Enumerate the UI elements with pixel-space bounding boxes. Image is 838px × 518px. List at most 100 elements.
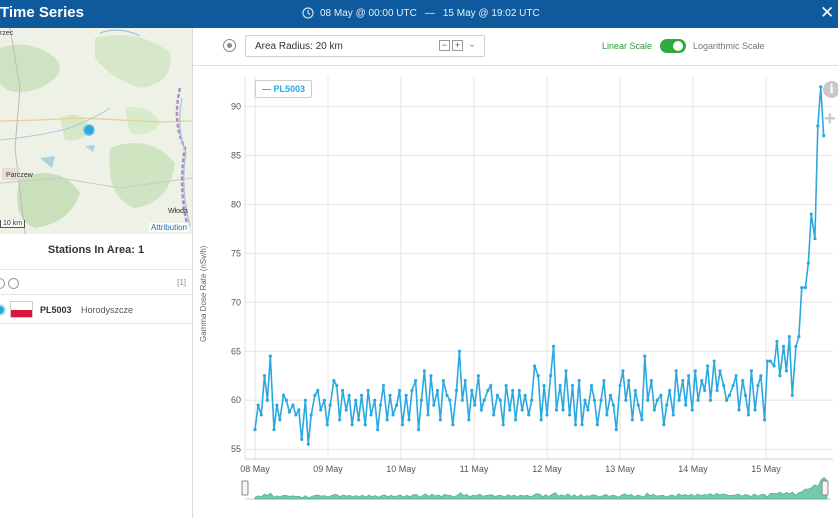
data-point [451, 423, 455, 427]
chevron-down-icon[interactable]: ⌄ [468, 39, 477, 50]
data-point [429, 374, 433, 378]
add-icon[interactable]: + [824, 108, 836, 130]
data-point [592, 398, 597, 402]
data-point [734, 374, 738, 378]
y-tick-label: 85 [231, 150, 241, 160]
date-separator: — [424, 7, 435, 19]
data-point [316, 388, 320, 393]
data-point [671, 413, 675, 417]
data-point [435, 388, 440, 393]
station-marker[interactable] [83, 124, 95, 136]
radio-option[interactable] [8, 278, 19, 289]
map-attribution[interactable]: Attribution [148, 223, 189, 232]
station-list-item[interactable]: PL5003 Horodyszcze [0, 296, 192, 324]
data-point [373, 398, 377, 402]
data-point [482, 398, 486, 402]
data-point [291, 403, 295, 407]
data-point [495, 393, 499, 397]
data-point [765, 359, 770, 363]
data-point [359, 393, 364, 397]
clock-icon [302, 7, 314, 19]
data-point [457, 349, 461, 353]
log-scale-label[interactable]: Logarithmic Scale [693, 41, 765, 51]
data-point [508, 408, 512, 412]
data-point [404, 393, 408, 397]
data-point [369, 413, 373, 417]
minus-button[interactable]: − [439, 40, 450, 51]
data-point [319, 408, 323, 412]
plus-button[interactable]: + [452, 40, 463, 51]
data-point [262, 374, 267, 378]
data-point [741, 379, 745, 383]
data-point [599, 398, 603, 402]
y-tick-label: 55 [231, 444, 241, 454]
data-point [551, 344, 556, 348]
data-point [595, 423, 599, 427]
data-point [278, 418, 282, 422]
data-point [467, 418, 471, 422]
data-point [703, 388, 707, 393]
data-point [414, 379, 418, 383]
station-name: Horodyszcze [81, 305, 134, 315]
data-point [479, 408, 483, 412]
data-point [448, 398, 452, 402]
data-point [715, 388, 719, 393]
data-point [432, 403, 436, 407]
data-point [438, 418, 443, 422]
close-icon[interactable]: ✕ [820, 3, 835, 22]
data-point [268, 354, 272, 358]
area-radius-label: Area Radius: 20 km [255, 41, 343, 52]
data-point [759, 374, 763, 378]
data-point [520, 408, 524, 412]
data-point [426, 413, 430, 417]
data-point [602, 379, 606, 383]
data-point [646, 398, 650, 402]
date-to: 15 May @ 19:02 UTC [442, 7, 540, 19]
scale-toggle[interactable] [660, 39, 686, 53]
x-tick-label: 10 May [386, 464, 416, 474]
data-point [514, 418, 518, 422]
data-point [549, 374, 553, 378]
data-point [275, 403, 279, 407]
x-tick-label: 14 May [678, 464, 708, 474]
data-point [545, 413, 549, 417]
data-point [470, 388, 474, 393]
data-point [684, 403, 688, 407]
data-point [636, 403, 640, 407]
info-icon[interactable]: i [823, 81, 838, 98]
linear-scale-label[interactable]: Linear Scale [602, 41, 653, 51]
data-point [284, 398, 288, 402]
radio-option[interactable] [0, 278, 5, 289]
area-radius-select[interactable]: Area Radius: 20 km − + ⌄ [245, 35, 485, 57]
data-point [416, 428, 421, 432]
data-point [303, 398, 307, 402]
data-point [614, 428, 618, 432]
data-point [256, 403, 260, 407]
data-point [363, 423, 367, 427]
data-point [611, 403, 616, 407]
data-point [665, 403, 669, 407]
data-point [335, 383, 339, 388]
station-filter-row: [1] [0, 269, 192, 295]
data-point [570, 383, 575, 388]
data-point [410, 388, 414, 393]
legend-item[interactable]: — PL5003 [255, 80, 313, 98]
data-point [573, 423, 578, 427]
station-map[interactable]: rzec Parczew Włoda 10 km Attribution [0, 28, 192, 234]
data-point [746, 413, 751, 417]
data-point [287, 410, 291, 414]
toggle-knob [673, 41, 683, 51]
data-point [787, 334, 791, 339]
data-point [407, 418, 411, 422]
data-point [504, 383, 508, 388]
data-point [655, 398, 659, 402]
time-series-chart[interactable]: 55 60 65 70 75 80 85 90 08 May 09 May 10 May 11 May… [193, 67, 838, 518]
left-panel: rzec Parczew Włoda 10 km Attribution Sta… [0, 28, 193, 518]
station-selected-indicator[interactable] [0, 304, 6, 316]
data-point [621, 369, 625, 373]
target-icon[interactable] [223, 39, 236, 52]
data-point [781, 344, 786, 348]
data-point [803, 285, 808, 290]
y-axis-label: Gamma Dose Rate (nSv/h) [199, 245, 208, 342]
data-point [800, 285, 804, 290]
